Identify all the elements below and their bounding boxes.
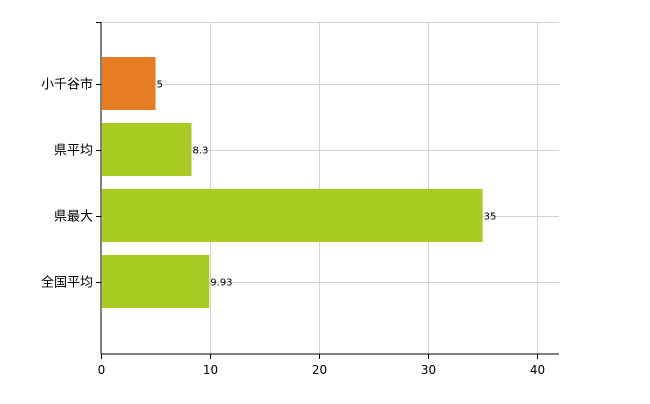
data-label: 8.3 — [193, 146, 209, 157]
bars — [102, 57, 483, 308]
category-label: 県平均 — [54, 144, 93, 159]
x-tick-label: 0 — [98, 363, 106, 377]
x-tick-label: 40 — [530, 363, 545, 377]
x-tick-label: 20 — [312, 363, 327, 377]
category-label: 県最大 — [54, 210, 93, 225]
x-tick-label: 10 — [203, 363, 218, 377]
bar — [102, 189, 483, 242]
axes — [96, 22, 559, 359]
bar — [102, 123, 192, 176]
category-label: 小千谷市 — [41, 77, 93, 93]
bar — [102, 255, 210, 308]
data-label: 35 — [484, 212, 497, 223]
category-label: 全国平均 — [41, 275, 93, 291]
data-label: 5 — [157, 80, 163, 91]
bar — [102, 57, 156, 110]
x-tick-label: 30 — [421, 363, 436, 377]
labels: 0 10 20 30 40 小千谷市 5 県平均 8.3 県最大 35 全国平均 9.93 — [41, 77, 545, 378]
data-label: 9.93 — [210, 278, 232, 289]
